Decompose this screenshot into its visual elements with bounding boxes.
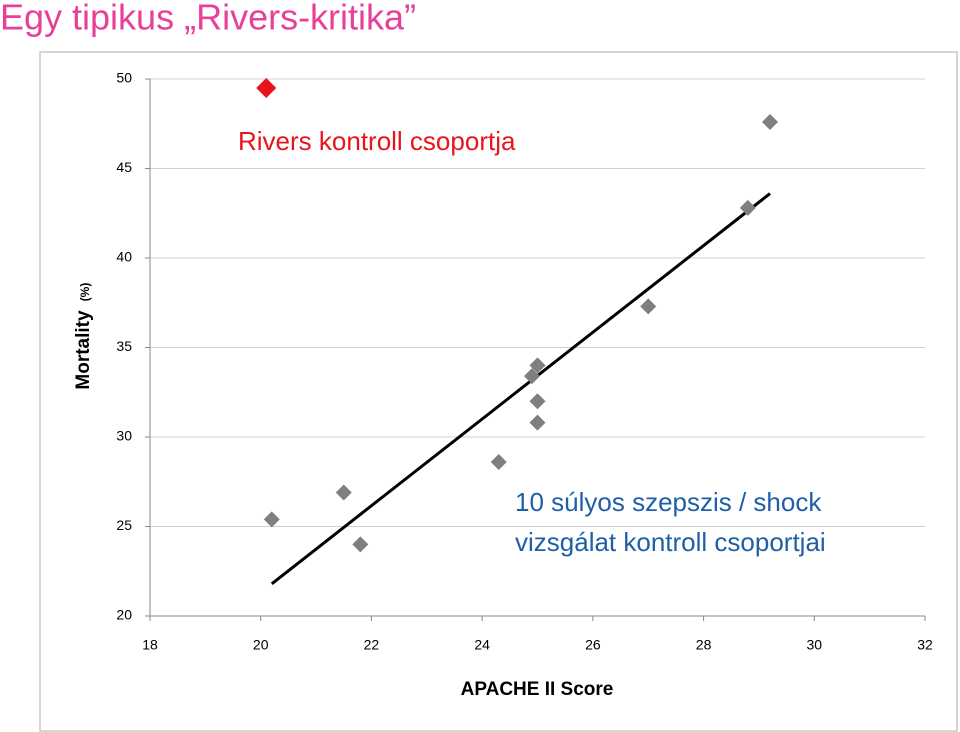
trendline [270,192,771,585]
annotation: vizsgálat kontroll csoportjai [515,527,826,557]
x-tick-label: 26 [585,637,601,653]
y-tick-label: 45 [116,159,132,175]
chart-frame [39,51,958,732]
point [529,393,546,410]
point [523,368,540,385]
slide-title: Egy tipikus „Rivers-kritika” [0,0,416,38]
point [256,77,277,98]
point [529,357,546,374]
x-tick-label: 24 [474,637,490,653]
point [640,298,657,315]
y-tick-label: 50 [116,70,132,86]
y-tick-label: 25 [116,517,132,533]
y-tick-label: 35 [116,338,132,354]
y-tick-label: 20 [116,607,132,623]
x-tick-label: 30 [806,637,822,653]
point [762,113,778,130]
point [263,511,280,528]
x-tick-label: 20 [253,637,269,653]
point [529,414,546,431]
x-tick-label: 18 [142,637,158,653]
y-axis-label: Mortality [73,310,94,390]
point [490,454,507,471]
x-tick-label: 32 [917,637,933,653]
point [352,536,369,553]
point [739,199,756,216]
y-axis-unit: (%) [78,283,92,302]
x-axis-label: APACHE II Score [461,679,614,700]
y-tick-label: 40 [116,249,132,265]
point [335,484,352,501]
annotation: Rivers kontroll csoportja [238,126,516,156]
y-tick-label: 30 [116,428,132,444]
x-tick-label: 28 [696,637,712,653]
x-tick-label: 22 [364,637,380,653]
annotation: 10 súlyos szepszis / shock [515,487,822,517]
